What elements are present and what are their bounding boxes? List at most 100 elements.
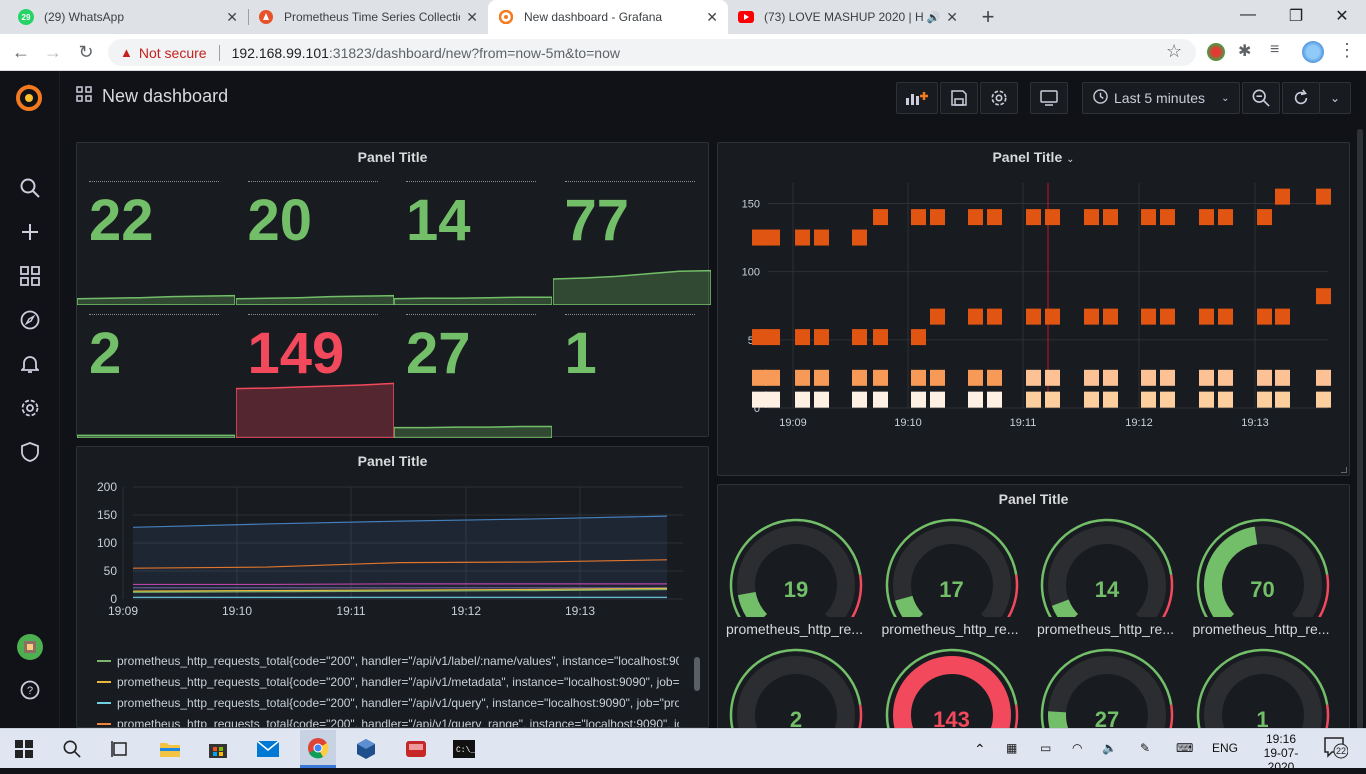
create-icon[interactable] — [18, 220, 42, 244]
gauge[interactable]: 143 — [882, 647, 1032, 733]
stat-tile[interactable]: 22 — [77, 173, 235, 305]
heatmap-cell — [987, 209, 1002, 226]
legend-item[interactable]: prometheus_http_requests_total{code="200… — [97, 696, 679, 710]
minimize-button[interactable]: — — [1240, 6, 1256, 23]
stat-tile[interactable]: 20 — [235, 173, 394, 305]
tray-app-icon[interactable]: ▦ — [1006, 741, 1018, 755]
bookmark-star-icon[interactable]: ☆ — [1166, 41, 1183, 61]
search-icon[interactable] — [60, 737, 84, 761]
gauge[interactable]: 1 — [1193, 647, 1343, 733]
help-icon[interactable]: ? — [18, 678, 42, 702]
dashboard-settings-gear-icon[interactable] — [980, 82, 1018, 114]
maximize-button[interactable]: ❐ — [1288, 8, 1304, 25]
close-tab-icon[interactable]: ✕ — [226, 8, 238, 25]
dashboards-icon[interactable] — [18, 264, 42, 288]
battery-icon[interactable]: ▭ — [1040, 741, 1052, 755]
file-explorer-icon[interactable] — [158, 737, 182, 761]
tab-youtube[interactable]: (73) LOVE MASHUP 2020 | HI 🔊 ✕ — [728, 0, 968, 34]
legend-item[interactable]: prometheus_http_requests_total{code="200… — [97, 675, 679, 689]
notification-icon[interactable]: 22 — [1324, 737, 1349, 762]
gauge-value: 17 — [939, 577, 964, 602]
refresh-icon[interactable] — [1282, 82, 1320, 114]
gauge[interactable]: 17 prometheus_http_re... — [882, 517, 1032, 637]
tab-prometheus[interactable]: Prometheus Time Series Collectio ✕ — [248, 0, 488, 34]
address-bar[interactable]: ▲ Not secure 192.168.99.101:31823/dashbo… — [108, 39, 1196, 66]
save-dashboard-icon[interactable] — [940, 82, 978, 114]
stat-value: 1 — [564, 321, 597, 386]
svg-text:C:\_: C:\_ — [456, 746, 475, 755]
close-tab-icon[interactable]: ✕ — [466, 8, 478, 25]
tv-mode-icon[interactable] — [1030, 82, 1068, 114]
configuration-gear-icon[interactable] — [18, 396, 42, 420]
gauge[interactable]: 70 prometheus_http_re... — [1193, 517, 1343, 637]
tray-chevron-up-icon[interactable]: ⌃ — [974, 741, 986, 757]
series-line — [132, 588, 668, 593]
volume-icon[interactable]: 🔈 — [1102, 741, 1117, 755]
legend-item[interactable]: prometheus_http_requests_total{code="200… — [97, 654, 679, 668]
gauge[interactable]: 14 prometheus_http_re... — [1037, 517, 1187, 637]
gauge[interactable]: 2 — [726, 647, 876, 733]
terminal-icon[interactable]: C:\_ — [452, 737, 476, 761]
mail-icon[interactable] — [256, 737, 280, 761]
stat-panel[interactable]: Panel Title 22 20 14 77 2 149 27 1 — [76, 142, 711, 438]
stat-tile[interactable]: 14 — [394, 173, 552, 305]
heatmap-cell — [968, 209, 983, 226]
app-icon[interactable] — [404, 737, 428, 761]
reload-button[interactable]: ↻ — [78, 42, 94, 62]
stat-tile[interactable]: 77 — [552, 173, 711, 305]
menu-icon[interactable]: ⋮ — [1338, 40, 1356, 60]
stat-tile[interactable]: 149 — [235, 306, 394, 438]
forward-button[interactable]: → — [44, 42, 62, 62]
store-icon[interactable] — [206, 737, 230, 761]
stat-tile[interactable]: 2 — [77, 306, 235, 438]
heatmap-cell — [1257, 369, 1272, 386]
heatmap-cell — [1316, 188, 1331, 205]
virtualbox-icon[interactable] — [354, 737, 378, 761]
zoom-out-icon[interactable] — [1242, 82, 1280, 114]
tab-grafana[interactable]: New dashboard - Grafana ✕ — [488, 0, 728, 34]
stat-tile[interactable]: 27 — [394, 306, 552, 438]
pen-icon[interactable]: ✎ — [1140, 741, 1151, 755]
gauge[interactable]: 27 — [1037, 647, 1187, 733]
close-tab-icon[interactable]: ✕ — [706, 8, 718, 25]
add-panel-button[interactable] — [896, 82, 938, 114]
explore-icon[interactable] — [18, 308, 42, 332]
time-picker-button[interactable]: Last 5 minutes ⌄ — [1082, 82, 1240, 114]
sparkline — [77, 434, 235, 438]
server-admin-shield-icon[interactable] — [18, 440, 42, 464]
x-tick-label: 19:11 — [336, 604, 365, 618]
grafana-logo-icon[interactable] — [14, 83, 44, 113]
alerting-bell-icon[interactable] — [18, 352, 42, 376]
stat-tile[interactable]: 1 — [553, 306, 711, 438]
language-indicator[interactable]: ENG — [1212, 741, 1239, 755]
avatar[interactable] — [1302, 41, 1324, 63]
back-button[interactable]: ← — [12, 42, 30, 62]
legend-item[interactable]: prometheus_http_requests_total{code="200… — [97, 717, 679, 727]
resize-handle[interactable] — [1341, 467, 1347, 473]
graph-panel[interactable]: Panel Title 200 150 100 50 0 19:09 19:10 19:11 1… — [76, 446, 709, 728]
chevron-down-icon[interactable]: ⌄ — [1066, 154, 1075, 165]
chrome-taskbar-icon[interactable] — [300, 730, 336, 768]
new-tab-button[interactable]: + — [981, 4, 995, 29]
refresh-interval-dropdown[interactable]: ⌄ — [1319, 82, 1351, 114]
tab-whatsapp[interactable]: 29 (29) WhatsApp ✕ — [8, 0, 248, 34]
heatmap-panel[interactable]: Panel Title ⌄ 15010050019:0919:1019:1119… — [717, 142, 1350, 476]
stat-series-label — [247, 181, 378, 183]
gauge-panel[interactable]: Panel Title 19 prometheus_http_re... 17 pro… — [717, 484, 1350, 734]
dashboard-title-bar[interactable]: New dashboard — [76, 86, 228, 107]
task-view-icon[interactable] — [108, 737, 132, 761]
wifi-icon[interactable]: ◠ — [1072, 741, 1083, 755]
close-window-button[interactable]: ✕ — [1335, 8, 1349, 25]
main-scrollbar[interactable] — [1357, 129, 1363, 729]
windows-start-icon[interactable] — [12, 737, 36, 761]
gauge[interactable]: 19 prometheus_http_re... — [726, 517, 876, 637]
user-avatar[interactable] — [17, 634, 43, 660]
extension-icon[interactable] — [1207, 43, 1225, 61]
close-tab-icon[interactable]: ✕ — [946, 8, 958, 25]
search-icon[interactable] — [18, 176, 42, 200]
puzzle-icon[interactable]: ✱ — [1238, 43, 1252, 60]
keyboard-icon[interactable]: ⌨ — [1176, 741, 1194, 755]
legend-scrollbar[interactable] — [694, 657, 700, 691]
media-icon[interactable]: ≡ — [1270, 41, 1280, 58]
speaker-icon[interactable]: 🔊 — [926, 11, 941, 24]
